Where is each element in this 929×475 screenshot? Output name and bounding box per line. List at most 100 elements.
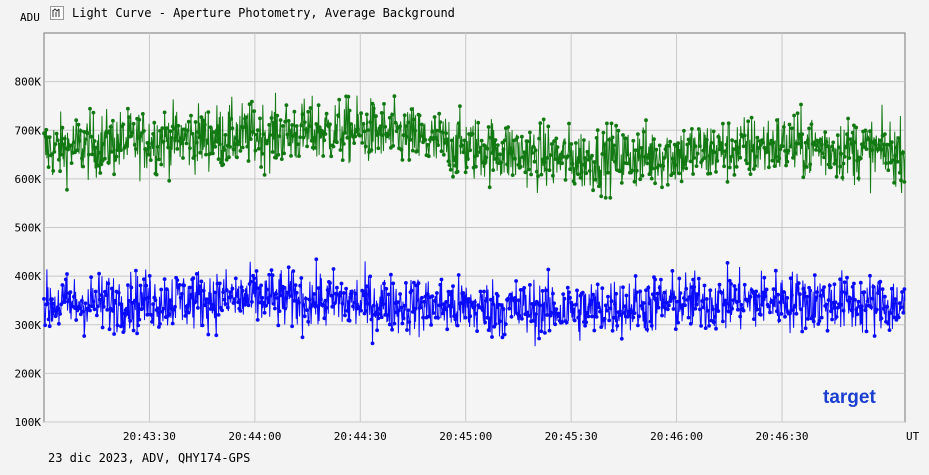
data-point xyxy=(888,311,893,315)
data-point xyxy=(108,125,113,129)
data-point xyxy=(608,306,613,311)
data-point xyxy=(868,273,872,278)
data-point xyxy=(727,165,732,170)
data-point xyxy=(189,113,193,118)
data-point xyxy=(381,133,385,138)
data-point xyxy=(662,156,667,160)
data-point xyxy=(440,311,445,316)
data-point xyxy=(286,119,291,123)
series-layer xyxy=(42,92,907,347)
data-point xyxy=(162,110,167,115)
data-point xyxy=(553,322,558,327)
data-point xyxy=(274,292,278,296)
data-point xyxy=(467,297,471,301)
data-point xyxy=(686,315,691,320)
data-point xyxy=(765,150,770,154)
data-point xyxy=(775,118,779,122)
data-point xyxy=(855,312,860,317)
data-point xyxy=(244,300,249,305)
data-point xyxy=(368,274,373,279)
data-point xyxy=(404,281,408,285)
data-point xyxy=(194,272,199,276)
data-point xyxy=(533,148,538,153)
data-point xyxy=(623,304,628,309)
data-point xyxy=(862,290,867,295)
data-point xyxy=(572,181,577,186)
data-point xyxy=(610,135,615,140)
data-point xyxy=(760,302,764,307)
data-point xyxy=(822,285,826,289)
data-point xyxy=(487,316,492,321)
data-point xyxy=(664,300,669,305)
data-point xyxy=(648,319,653,324)
data-point xyxy=(732,173,737,177)
data-point xyxy=(253,281,258,286)
data-point xyxy=(477,150,482,155)
data-point xyxy=(271,135,276,140)
data-point xyxy=(523,170,528,175)
data-point xyxy=(827,283,832,288)
data-point xyxy=(872,139,877,143)
data-point xyxy=(370,341,375,346)
data-point xyxy=(738,314,743,319)
data-point xyxy=(46,317,51,322)
data-point xyxy=(177,283,182,287)
data-point xyxy=(216,313,221,317)
data-point xyxy=(601,130,606,135)
data-point xyxy=(359,308,363,313)
data-point xyxy=(682,296,686,300)
data-point xyxy=(404,124,408,129)
data-point xyxy=(693,144,698,149)
data-point xyxy=(506,125,510,129)
data-point xyxy=(157,157,161,162)
data-point xyxy=(387,322,392,327)
data-point xyxy=(213,290,218,295)
data-point xyxy=(370,101,375,106)
data-point xyxy=(244,115,249,120)
data-point xyxy=(602,142,607,147)
data-point xyxy=(640,173,645,178)
data-point xyxy=(486,125,491,129)
data-point xyxy=(554,307,559,311)
data-point xyxy=(205,138,210,143)
data-point xyxy=(501,147,506,152)
data-point xyxy=(646,155,651,160)
data-point xyxy=(245,297,250,301)
data-point xyxy=(764,287,769,292)
data-point xyxy=(868,129,872,134)
data-point xyxy=(478,145,483,150)
y-tick-label: 200K xyxy=(15,367,42,380)
data-point xyxy=(611,315,616,320)
data-point xyxy=(870,296,875,301)
data-point xyxy=(192,153,197,158)
data-point xyxy=(771,140,776,145)
data-point xyxy=(494,147,499,151)
data-point xyxy=(305,144,309,149)
data-point xyxy=(531,318,536,323)
data-point xyxy=(448,167,453,172)
chart-icon[interactable] xyxy=(50,6,64,20)
data-point xyxy=(808,162,813,167)
data-point xyxy=(173,138,177,143)
data-point xyxy=(901,150,906,155)
data-point xyxy=(833,158,838,163)
data-point xyxy=(74,318,79,322)
data-point xyxy=(807,285,811,290)
data-point xyxy=(331,267,336,271)
data-point xyxy=(298,283,303,288)
data-point xyxy=(165,126,169,130)
data-point xyxy=(731,298,736,303)
data-point xyxy=(109,149,114,154)
data-point xyxy=(448,292,453,297)
data-point xyxy=(762,275,767,280)
data-point xyxy=(269,116,274,120)
data-point xyxy=(314,257,319,262)
data-point xyxy=(615,323,620,328)
data-point xyxy=(777,318,782,323)
data-point xyxy=(378,312,383,316)
data-point xyxy=(529,172,533,177)
data-point xyxy=(855,158,860,163)
data-point xyxy=(605,121,609,126)
data-point xyxy=(43,130,47,135)
